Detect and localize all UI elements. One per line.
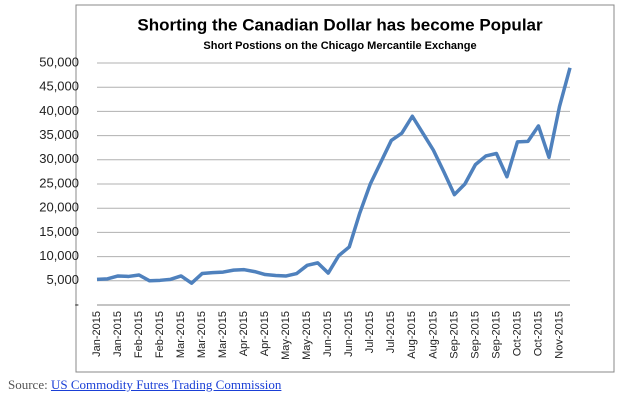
chart: Shorting the Canadian Dollar has become …	[39, 4, 615, 373]
source-prefix: Source:	[8, 377, 48, 392]
chart-subtitle: Short Postions on the Chicago Mercantile…	[203, 40, 476, 52]
y-tick-label: 40,000	[39, 103, 79, 118]
x-tick-label: Mar-2015	[196, 311, 208, 358]
x-tick-label: May-2015	[280, 311, 292, 360]
y-tick-label: 25,000	[39, 175, 79, 190]
source-link[interactable]: US Commodity Futres Trading Commission	[50, 377, 282, 392]
chart-frame	[75, 4, 615, 373]
y-tick-label: 30,000	[39, 151, 79, 166]
x-tick-label: Oct-2015	[511, 311, 523, 356]
x-tick-label: Jul-2015	[364, 311, 376, 353]
y-tick-label: 15,000	[39, 224, 79, 239]
y-tick-label: 35,000	[39, 127, 79, 142]
x-tick-label: Nov-2015	[553, 311, 565, 359]
x-tick-label: May-2015	[301, 311, 313, 360]
y-tick-label: 5,000	[46, 272, 79, 287]
x-tick-label: Sep-2015	[469, 311, 481, 359]
x-tick-label: Sep-2015	[490, 311, 502, 359]
y-tick-label: 10,000	[39, 248, 79, 263]
x-tick-label: Mar-2015	[175, 311, 187, 358]
x-tick-label: Apr-2015	[238, 311, 250, 356]
source: Source: US Commodity Futres Trading Comm…	[8, 377, 281, 393]
x-tick-label: Apr-2015	[259, 311, 271, 356]
x-tick-label: Feb-2015	[133, 311, 145, 358]
x-tick-label: Jan-2015	[91, 311, 103, 357]
y-tick-label: 45,000	[39, 79, 79, 94]
x-tick-label: Feb-2015	[154, 311, 166, 358]
y-tick-label: 50,000	[39, 54, 79, 69]
x-tick-label: Sep-2015	[448, 311, 460, 359]
chart-title: Shorting the Canadian Dollar has become …	[137, 15, 543, 34]
x-tick-label: Oct-2015	[532, 311, 544, 356]
x-tick-label: Aug-2015	[427, 311, 439, 359]
x-tick-label: Jul-2015	[385, 311, 397, 353]
x-tick-label: Aug-2015	[406, 311, 418, 359]
x-tick-label: Jan-2015	[112, 311, 124, 357]
x-tick-label: Jun-2015	[343, 311, 355, 357]
data-line	[96, 67, 572, 285]
y-tick-label: -	[75, 296, 79, 311]
x-tick-label: Jun-2015	[322, 311, 334, 357]
x-tick-label: Mar-2015	[217, 311, 229, 358]
y-tick-label: 20,000	[39, 200, 79, 215]
